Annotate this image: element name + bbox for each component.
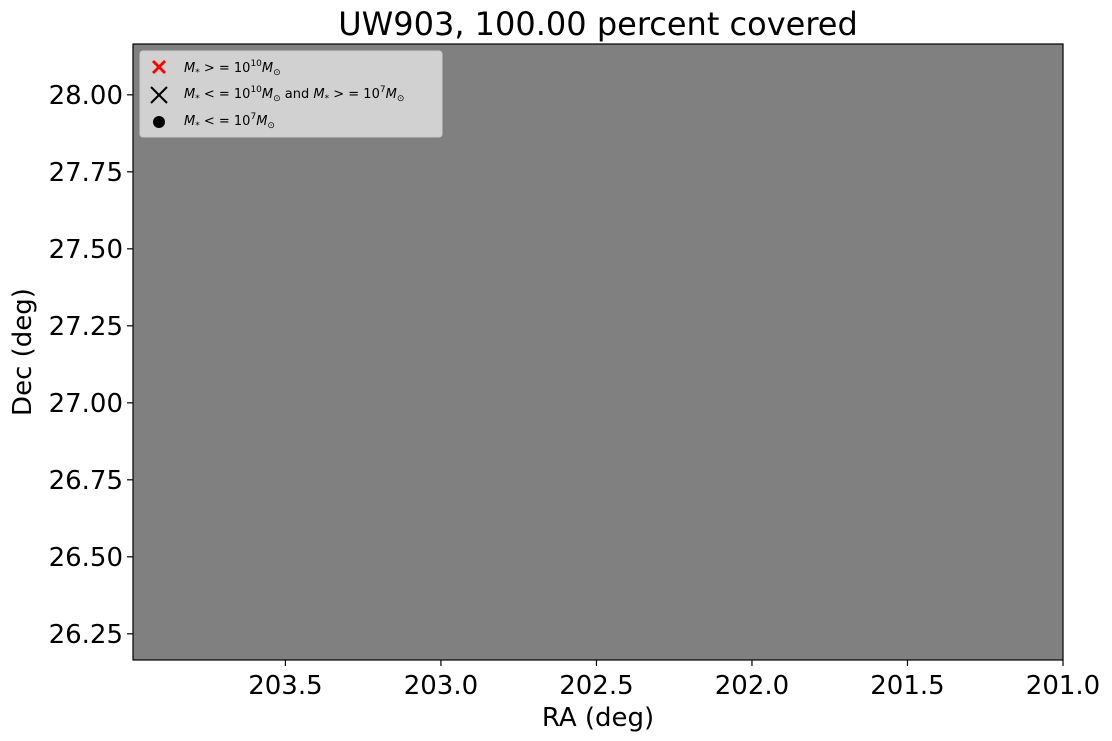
legend-marker-high-mass xyxy=(152,60,166,74)
coverage-fill xyxy=(133,44,1063,660)
x-tick-label: 202.5 xyxy=(559,671,633,701)
legend-box xyxy=(139,50,443,138)
legend-marker-low-mass xyxy=(153,116,165,128)
x-tick-label: 203.5 xyxy=(248,671,322,701)
y-axis-ticks: 26.25 26.50 26.75 27.00 27.25 27.50 27.75 28.00 xyxy=(49,81,133,650)
y-tick-label: 27.75 xyxy=(49,158,123,188)
x-axis-label: RA (deg) xyxy=(542,703,654,733)
y-tick-label: 26.25 xyxy=(49,620,123,650)
y-tick-label: 26.50 xyxy=(49,543,123,573)
x-tick-label: 201.0 xyxy=(1026,671,1100,701)
legend: M* > = 1010M⊙ M* < = 1010M⊙ and M* > = 1… xyxy=(139,50,443,138)
legend-label-mid-mass: M* < = 1010M⊙ and M* > = 107M⊙ xyxy=(184,85,404,104)
x-tick-label: 202.0 xyxy=(715,671,789,701)
y-tick-label: 28.00 xyxy=(49,81,123,111)
x-tick-label: 201.5 xyxy=(870,671,944,701)
legend-label-low-mass: M* < = 107M⊙ xyxy=(184,112,275,131)
x-tick-label: 203.0 xyxy=(404,671,478,701)
y-tick-label: 27.50 xyxy=(49,235,123,265)
chart-title: UW903, 100.00 percent covered xyxy=(338,5,858,43)
y-axis-label: Dec (deg) xyxy=(8,288,38,416)
x-axis-ticks: 203.5 203.0 202.5 202.0 201.5 201.0 xyxy=(248,660,1100,701)
y-tick-label: 27.00 xyxy=(49,389,123,419)
y-tick-label: 27.25 xyxy=(49,312,123,342)
legend-marker-mid-mass xyxy=(150,86,168,104)
y-tick-label: 26.75 xyxy=(49,466,123,496)
legend-label-high-mass: M* > = 1010M⊙ xyxy=(184,59,281,78)
plot-frame xyxy=(132,43,1064,661)
